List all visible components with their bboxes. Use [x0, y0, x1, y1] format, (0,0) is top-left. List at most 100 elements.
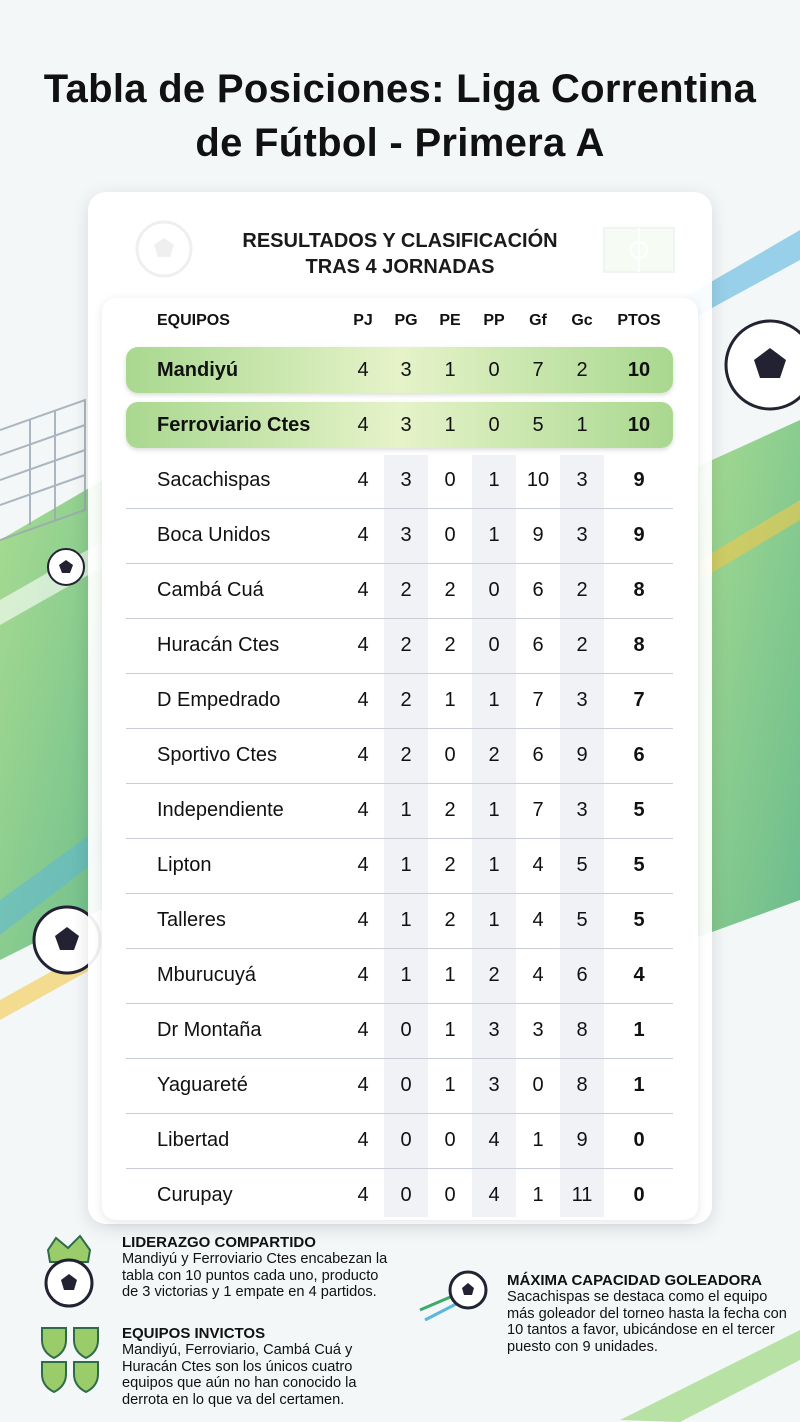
stat-cell: 4 — [357, 414, 369, 436]
stat-cell: 5 — [532, 414, 544, 436]
note: EQUIPOS INVICTOS Mandiyú, Ferroviario, C… — [122, 1325, 382, 1408]
soccer-ball — [47, 548, 85, 586]
note-text: Mandiyú, Ferroviario, Cambá Cuá y Huracá… — [122, 1342, 357, 1408]
stat-cell: 4 — [357, 524, 369, 546]
stat-cell: 1 — [576, 414, 588, 436]
stat-cell: 1 — [532, 1184, 544, 1206]
team-name: Cambá Cuá — [157, 579, 264, 601]
stat-cell: 6 — [532, 579, 544, 601]
row-separator — [126, 728, 673, 729]
stat-cell: 2 — [400, 744, 412, 766]
column-header: PE — [439, 312, 461, 329]
stat-cell: 1 — [444, 1074, 456, 1096]
stat-cell: 4 — [532, 964, 544, 986]
stat-cell: 2 — [444, 799, 456, 821]
stat-cell: 1 — [400, 799, 412, 821]
stat-cell: 3 — [400, 359, 412, 381]
column-header: Gf — [529, 312, 547, 329]
stat-cell: 0 — [444, 524, 456, 546]
highlight-row — [126, 402, 673, 448]
stat-cell: 6 — [532, 744, 544, 766]
column-stripe — [472, 455, 516, 1217]
column-header: EQUIPOS — [157, 312, 230, 329]
crown-ball-icon — [44, 1234, 94, 1308]
stat-cell: 5 — [633, 909, 645, 931]
team-name: Mandiyú — [157, 359, 239, 381]
team-name: Sacachispas — [157, 469, 271, 491]
stat-cell: 9 — [532, 524, 544, 546]
stat-cell: 1 — [488, 854, 500, 876]
note-text: Mandiyú y Ferroviario Ctes encabezan la … — [122, 1251, 388, 1300]
team-name: Sportivo Ctes — [157, 744, 278, 766]
stat-cell: 10 — [627, 414, 651, 436]
team-name: Ferroviario Ctes — [157, 414, 311, 436]
column-header: PP — [483, 312, 505, 329]
stat-cell: 11 — [571, 1184, 593, 1206]
team-name: Mburucuyá — [157, 964, 256, 986]
stat-cell: 0 — [444, 469, 456, 491]
stat-cell: 5 — [633, 854, 645, 876]
stat-cell: 3 — [576, 469, 588, 491]
stat-cell: 4 — [357, 634, 369, 656]
stat-cell: 0 — [444, 1129, 456, 1151]
stat-cell: 2 — [444, 634, 456, 656]
ball-speed-icon — [419, 1270, 488, 1322]
stat-cell: 3 — [488, 1019, 500, 1041]
stat-cell: 2 — [444, 579, 456, 601]
highlight-row — [126, 347, 673, 393]
row-separator — [126, 1058, 673, 1059]
column-stripe — [560, 455, 604, 1217]
row-separator — [126, 893, 673, 894]
stat-cell: 4 — [532, 909, 544, 931]
team-name: Lipton — [157, 854, 212, 876]
stat-cell: 0 — [488, 579, 500, 601]
stat-cell: 1 — [400, 909, 412, 931]
stat-cell: 1 — [488, 469, 500, 491]
stat-cell: 0 — [488, 634, 500, 656]
note-title: LIDERAZGO COMPARTIDO — [122, 1234, 316, 1251]
column-header: PG — [394, 312, 418, 329]
row-separator — [126, 1113, 673, 1114]
stat-cell: 4 — [357, 1184, 369, 1206]
stat-cell: 4 — [488, 1184, 500, 1206]
stat-cell: 4 — [357, 359, 369, 381]
stat-cell: 1 — [444, 359, 456, 381]
stat-cell: 0 — [400, 1019, 412, 1041]
stat-cell: 6 — [576, 964, 588, 986]
column-header: PTOS — [617, 312, 661, 329]
stat-cell: 2 — [444, 854, 456, 876]
stat-cell: 5 — [576, 854, 588, 876]
stat-cell: 3 — [576, 524, 588, 546]
stat-cell: 1 — [532, 1129, 544, 1151]
row-separator — [126, 1168, 673, 1169]
team-name: Independiente — [157, 799, 284, 821]
stat-cell: 1 — [400, 854, 412, 876]
stat-cell: 3 — [576, 799, 588, 821]
stat-cell: 7 — [633, 689, 645, 711]
note: MÁXIMA CAPACIDAD GOLEADORA Sacachispas s… — [507, 1272, 787, 1355]
column-stripe — [384, 455, 428, 1217]
card-heading-line: TRAS 4 JORNADAS — [305, 256, 495, 278]
stat-cell: 7 — [532, 689, 544, 711]
row-separator — [126, 618, 673, 619]
stat-cell: 4 — [357, 799, 369, 821]
stat-cell: 4 — [357, 1074, 369, 1096]
stat-cell: 0 — [444, 1184, 456, 1206]
team-name: Talleres — [157, 909, 226, 931]
row-separator — [126, 673, 673, 674]
stat-cell: 0 — [400, 1184, 412, 1206]
stat-cell: 2 — [488, 744, 500, 766]
stat-cell: 8 — [633, 579, 645, 601]
stat-cell: 1 — [444, 1019, 456, 1041]
stat-cell: 4 — [532, 854, 544, 876]
stat-cell: 0 — [400, 1074, 412, 1096]
row-separator — [126, 838, 673, 839]
stat-cell: 1 — [444, 964, 456, 986]
stat-cell: 8 — [576, 1074, 588, 1096]
shield-icons — [41, 1327, 99, 1394]
note-text: Sacachispas se destaca como el equipo má… — [507, 1289, 787, 1355]
stat-cell: 3 — [532, 1019, 544, 1041]
stat-cell: 1 — [444, 414, 456, 436]
team-name: D Empedrado — [157, 689, 281, 711]
